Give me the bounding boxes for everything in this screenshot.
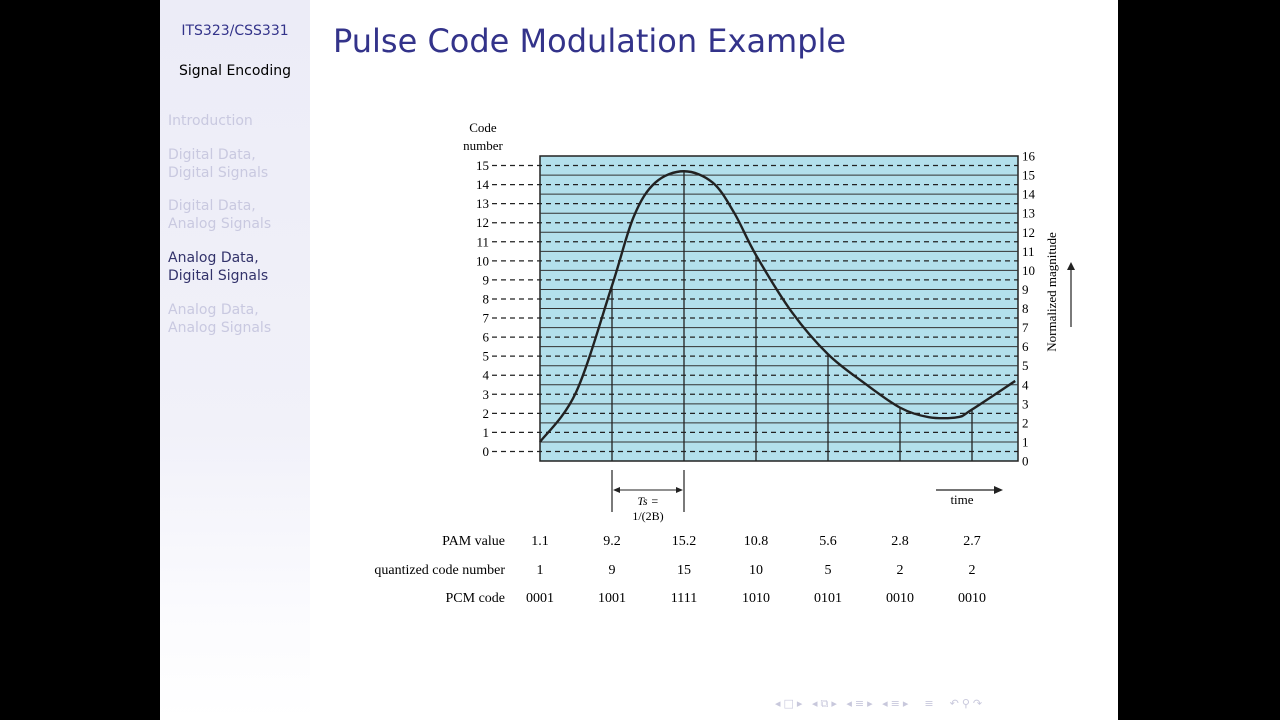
left-tick-label: 14 [476, 177, 490, 192]
pam-value: 1.1 [531, 534, 549, 549]
left-tick-label: 8 [483, 291, 490, 306]
slide-title: Pulse Code Modulation Example [333, 22, 847, 60]
left-tick-label: 10 [476, 253, 489, 268]
time-label: time [950, 492, 973, 507]
sidebar-item-introduction[interactable]: Introduction [168, 113, 253, 129]
table-row-label: PAM value [442, 534, 505, 549]
left-tick-label: 15 [476, 158, 489, 173]
sidebar-item-analog-digital[interactable]: Analog Data, Digital Signals [168, 250, 269, 284]
pam-value: 2.7 [963, 534, 981, 549]
right-tick-label: 11 [1022, 244, 1035, 259]
pcm-value: 0010 [958, 591, 986, 606]
sampling-label: 1/(2B) [632, 509, 663, 523]
right-axis-label: Normalized magnitude [1044, 232, 1059, 352]
quantized-value: 9 [609, 563, 616, 578]
right-tick-label: 14 [1022, 187, 1036, 202]
table-row-label: PCM code [446, 591, 506, 606]
right-tick-label: 6 [1022, 339, 1029, 354]
nav-section-icon[interactable]: ◂≡▸ [846, 697, 876, 710]
left-tick-label: 13 [476, 196, 489, 211]
right-tick-label: 15 [1022, 168, 1035, 183]
nav-subsection-icon[interactable]: ◂⧉▸ [811, 697, 840, 710]
left-tick-label: 5 [483, 349, 490, 364]
left-tick-label: 0 [483, 444, 490, 459]
nav-redo-icon[interactable]: ↷ [972, 697, 986, 710]
left-tick-label: 12 [476, 215, 489, 230]
right-tick-label: 9 [1022, 282, 1029, 297]
right-tick-label: 0 [1022, 454, 1029, 469]
right-tick-label: 8 [1022, 301, 1029, 316]
pam-value: 5.6 [819, 534, 837, 549]
right-tick-label: 1 [1022, 434, 1029, 449]
pam-value: 10.8 [744, 534, 769, 549]
right-tick-label: 7 [1022, 320, 1029, 335]
quantized-value: 2 [897, 563, 904, 578]
nav-search-icon[interactable]: ⚲ [961, 697, 973, 710]
quantized-value: 10 [749, 563, 763, 578]
sampling-label: Ts = [637, 494, 658, 508]
table-row-label: quantized code number [374, 563, 505, 578]
left-axis-label: Code [469, 120, 497, 135]
sidebar-item-analog-analog[interactable]: Analog Data, Analog Signals [168, 302, 272, 336]
time-arrowhead [994, 486, 1003, 494]
signal-curve [539, 170, 1016, 443]
right-tick-label: 12 [1022, 225, 1035, 240]
magnitude-arrowhead [1067, 262, 1075, 270]
left-tick-label: 9 [483, 272, 490, 287]
quantized-value: 5 [825, 563, 832, 578]
pam-value: 15.2 [672, 534, 697, 549]
nav-undo-icon[interactable]: ↶ [949, 697, 962, 710]
right-tick-label: 10 [1022, 263, 1035, 278]
nav-align-icon[interactable]: ≡ [917, 697, 944, 710]
left-tick-label: 1 [483, 425, 490, 440]
left-tick-label: 3 [483, 387, 490, 402]
left-tick-label: 4 [483, 368, 490, 383]
right-tick-label: 4 [1022, 377, 1029, 392]
pam-value: 2.8 [891, 534, 909, 549]
nav-section-icon[interactable]: ◂≡▸ [882, 697, 912, 710]
right-tick-label: 3 [1022, 396, 1029, 411]
pam-value: 9.2 [603, 534, 621, 549]
nav-frame-icon[interactable]: ◂□▸ [775, 697, 806, 710]
course-title[interactable]: ITS323/CSS331 [181, 23, 289, 39]
left-tick-label: 6 [483, 330, 490, 345]
sidebar-item-digital-digital[interactable]: Digital Data, Digital Signals [168, 147, 269, 181]
left-tick-label: 11 [476, 234, 489, 249]
sampling-arrowheads [613, 487, 683, 493]
quantized-value: 2 [969, 563, 976, 578]
left-axis-label: number [463, 138, 503, 153]
pcm-value: 0001 [526, 591, 554, 606]
left-tick-label: 2 [483, 406, 490, 421]
quantized-value: 1 [537, 563, 544, 578]
section-title[interactable]: Signal Encoding [179, 63, 291, 79]
pcm-value: 0010 [886, 591, 914, 606]
pcm-value: 1010 [742, 591, 770, 606]
pcm-value: 1111 [671, 591, 697, 606]
beamer-navigation[interactable]: ◂□▸ ◂⧉▸ ◂≡▸ ◂≡▸ ≡ ↶⚲↷ [775, 697, 985, 711]
pcm-value: 0101 [814, 591, 842, 606]
sidebar-item-digital-analog[interactable]: Digital Data, Analog Signals [168, 198, 272, 232]
right-tick-label: 2 [1022, 415, 1029, 430]
right-tick-label: 13 [1022, 206, 1035, 221]
right-tick-label: 16 [1022, 149, 1036, 164]
right-tick-label: 5 [1022, 358, 1029, 373]
quantized-value: 15 [677, 563, 691, 578]
sidebar: ITS323/CSS331 Signal Encoding Introducti… [160, 0, 310, 720]
left-tick-label: 7 [483, 311, 490, 326]
pcm-value: 1001 [598, 591, 626, 606]
